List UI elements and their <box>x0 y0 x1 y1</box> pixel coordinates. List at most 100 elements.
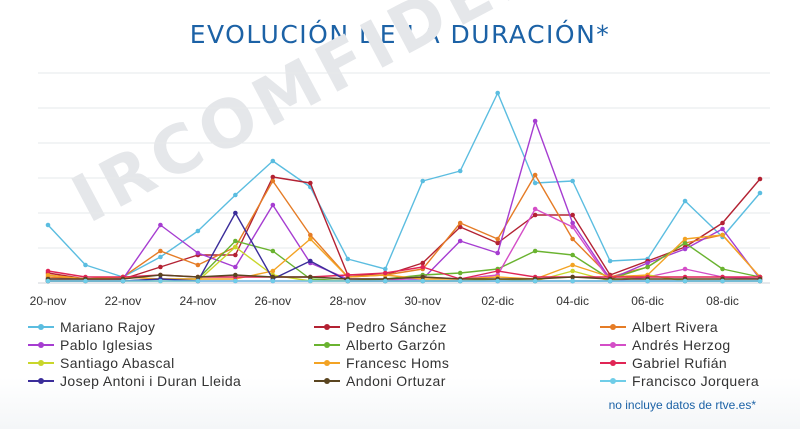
data-point <box>308 274 313 280</box>
legend-label: Pedro Sánchez <box>346 319 447 335</box>
data-point <box>457 220 463 226</box>
legend-item: Mariano Rajoy <box>28 318 314 336</box>
legend-label: Alberto Garzón <box>346 337 446 353</box>
data-point <box>158 254 163 260</box>
data-point <box>495 250 500 256</box>
data-point <box>532 278 538 284</box>
x-axis-ticks: 20-nov 22-nov 24-nov 26-nov 28-nov 30-nov 02-d… <box>30 294 739 308</box>
data-point <box>682 198 688 204</box>
legend-swatch <box>600 340 626 350</box>
data-point <box>158 272 163 278</box>
data-point <box>158 278 163 284</box>
data-point <box>45 278 51 284</box>
data-point <box>682 236 688 242</box>
legend-item: Josep Antoni i Duran Lleida <box>28 372 314 390</box>
data-point <box>195 250 201 256</box>
legend-swatch <box>28 340 54 350</box>
legend-swatch <box>600 376 626 386</box>
data-point <box>457 278 463 284</box>
data-point <box>158 264 163 270</box>
x-tick-label: 06-dic <box>631 294 664 308</box>
data-point <box>532 180 538 186</box>
data-point <box>195 262 201 268</box>
data-point <box>532 248 538 254</box>
legend-swatch <box>314 340 340 350</box>
data-point <box>682 246 688 252</box>
data-point <box>382 266 388 272</box>
legend-item: Gabriel Rufián <box>600 354 790 372</box>
data-point <box>233 252 238 258</box>
data-point <box>570 236 575 242</box>
data-point <box>570 224 575 230</box>
data-point <box>420 260 426 266</box>
data-point <box>495 236 500 242</box>
data-point <box>308 258 313 264</box>
data-point <box>720 232 725 238</box>
legend-label: Gabriel Rufián <box>632 355 728 371</box>
legend-swatch <box>314 322 340 332</box>
data-point <box>457 238 463 244</box>
data-point <box>457 224 463 230</box>
data-point <box>45 222 51 228</box>
series-line <box>48 212 760 282</box>
x-tick-label: 24-nov <box>180 294 217 308</box>
x-tick-label: 08-dic <box>706 294 739 308</box>
gridlines <box>38 72 770 284</box>
data-point <box>233 264 238 270</box>
x-tick-label: 28-nov <box>329 294 366 308</box>
data-point <box>270 158 276 164</box>
series-lines <box>45 90 763 284</box>
legend-label: Santiago Abascal <box>60 355 175 371</box>
data-point <box>270 274 276 280</box>
legend-swatch <box>28 376 54 386</box>
series-1 <box>45 174 763 282</box>
data-point <box>570 274 575 280</box>
chart-title: EVOLUCIÓN DE LA DURACIÓN* <box>189 20 611 49</box>
series-line <box>47 92 761 278</box>
legend-swatch <box>600 322 626 332</box>
data-point <box>457 168 463 174</box>
data-point <box>420 178 426 184</box>
series-line <box>47 176 761 280</box>
x-tick-label: 22-nov <box>105 294 142 308</box>
data-point <box>270 174 276 180</box>
data-point <box>45 272 51 278</box>
data-point <box>495 268 500 274</box>
legend-label: Francesc Homs <box>346 355 450 371</box>
data-point <box>158 222 163 228</box>
data-point <box>495 278 500 284</box>
data-point <box>195 274 201 280</box>
data-point <box>457 270 463 276</box>
data-point <box>495 240 500 246</box>
data-point <box>270 278 276 284</box>
data-point <box>308 232 313 238</box>
data-point <box>233 244 238 250</box>
legend-swatch <box>28 322 54 332</box>
data-point <box>308 278 313 284</box>
data-point <box>682 240 688 246</box>
legend-swatch <box>314 376 340 386</box>
data-point <box>345 278 351 284</box>
legend-item: Andoni Ortuzar <box>314 372 600 390</box>
data-point <box>570 178 575 184</box>
data-point <box>270 202 276 208</box>
data-point <box>195 228 201 234</box>
x-tick-label: 26-nov <box>254 294 291 308</box>
data-point <box>682 266 688 272</box>
data-point <box>308 180 313 186</box>
line-chart: 20-nov 22-nov 24-nov 26-nov 28-nov 30-nov 02-d… <box>30 72 770 308</box>
data-point <box>233 192 238 198</box>
legend-item: Francisco Jorquera <box>600 372 790 390</box>
legend: Mariano Rajoy Pedro Sánchez Albert Rivera P… <box>28 318 788 390</box>
data-point <box>720 220 725 226</box>
data-point <box>757 190 763 196</box>
data-point <box>682 278 688 284</box>
data-point <box>270 178 276 184</box>
data-point <box>345 272 351 278</box>
data-point <box>382 270 388 276</box>
legend-label: Andoni Ortuzar <box>346 373 446 389</box>
legend-label: Andrés Herzog <box>632 337 731 353</box>
data-point <box>420 274 426 280</box>
data-point <box>720 226 725 232</box>
data-point <box>233 238 238 244</box>
